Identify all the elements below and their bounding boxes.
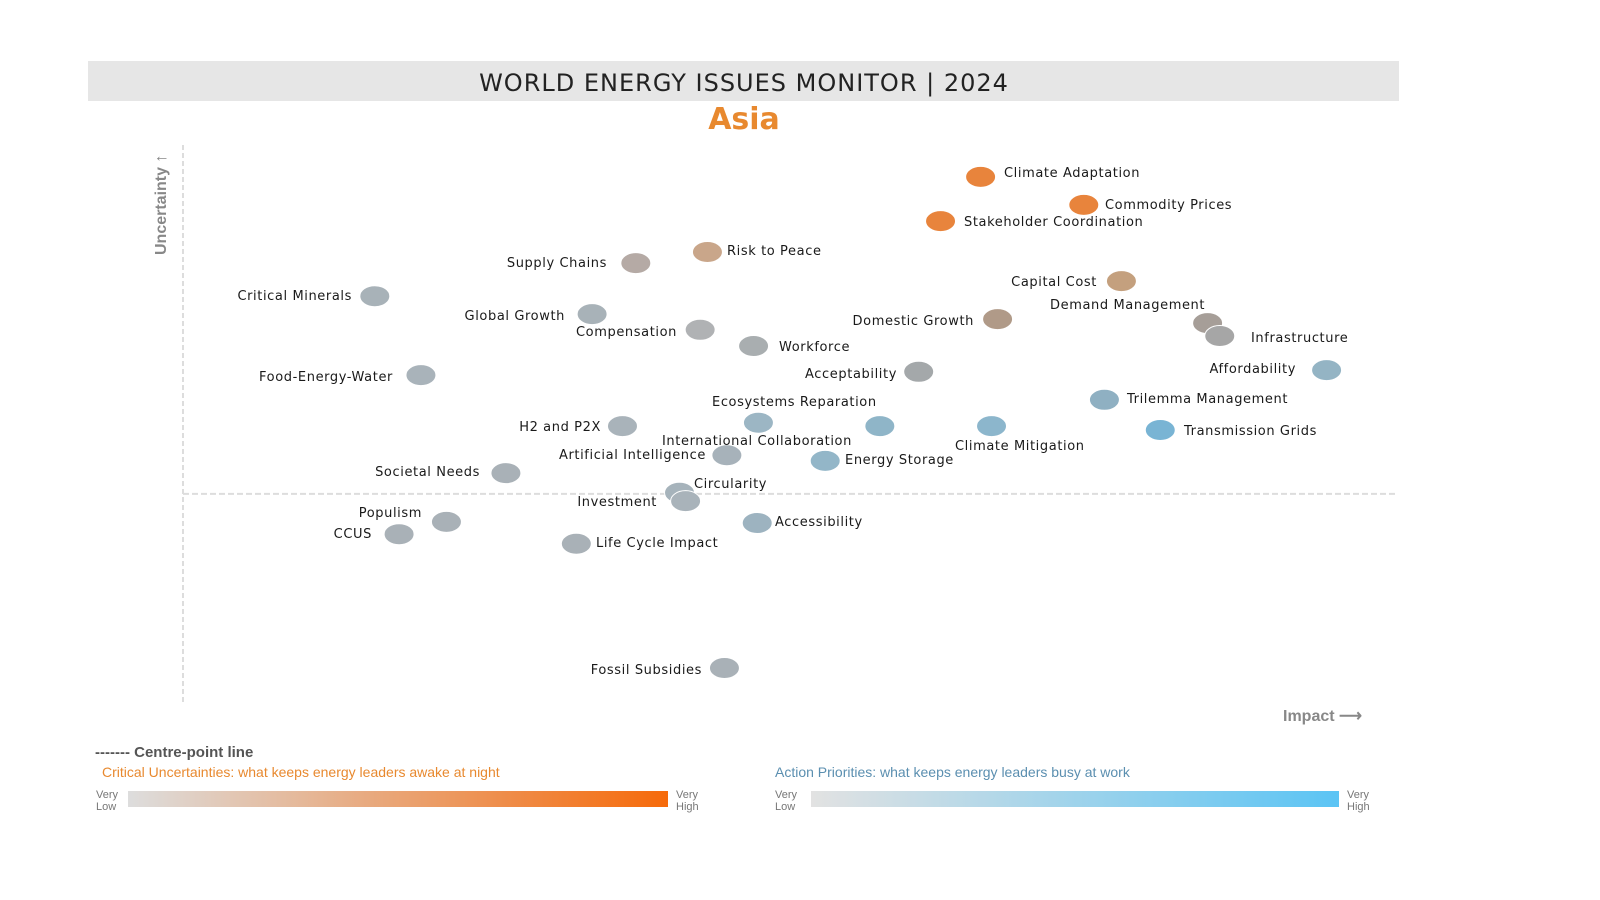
- point-compensation: [684, 318, 716, 341]
- label-life-cycle-impact: Life Cycle Impact: [596, 536, 718, 551]
- point-climate-mitigation: [976, 415, 1008, 438]
- label-compensation: Compensation: [576, 325, 677, 340]
- point-societal-needs: [490, 462, 522, 485]
- point-accessibility: [741, 512, 773, 534]
- label-global-growth: Global Growth: [465, 309, 565, 324]
- label-international-collaboration: International Collaboration: [662, 434, 852, 449]
- label-acceptability: Acceptability: [805, 367, 897, 382]
- label-stakeholder-coordination: Stakeholder Coordination: [964, 215, 1143, 230]
- point-climate-adaptation: [965, 165, 997, 188]
- priority-low-1: Very: [775, 789, 798, 801]
- y-axis-label: Uncertainty ↑: [153, 155, 170, 255]
- x-axis-label: Impact ⟶: [1283, 708, 1362, 725]
- label-affordability: Affordability: [1209, 362, 1296, 377]
- priority-high-2: High: [1347, 801, 1370, 813]
- label-domestic-growth: Domestic Growth: [853, 314, 974, 329]
- label-risk-to-peace: Risk to Peace: [727, 244, 822, 259]
- label-artificial-intelligence: Artificial Intelligence: [559, 448, 706, 463]
- uncertainties-legend-title: Critical Uncertainties: what keeps energ…: [102, 764, 500, 780]
- region-subtitle: Asia: [708, 102, 780, 137]
- uncertainty-gradient-bar: [128, 791, 668, 807]
- title-band: [88, 61, 1399, 101]
- label-trilemma-management: Trilemma Management: [1126, 392, 1288, 407]
- label-climate-mitigation: Climate Mitigation: [955, 439, 1085, 454]
- label-climate-adaptation: Climate Adaptation: [1004, 166, 1140, 181]
- label-food-energy-water: Food-Energy-Water: [259, 370, 393, 385]
- label-capital-cost: Capital Cost: [1011, 275, 1097, 290]
- label-workforce: Workforce: [779, 340, 850, 355]
- point-risk-to-peace: [691, 240, 723, 263]
- point-ecosystems-reparation: [742, 411, 774, 434]
- uncertainty-high-2: High: [676, 801, 699, 813]
- priority-low-2: Low: [775, 801, 795, 813]
- point-food-energy-water: [405, 364, 437, 387]
- centre-line-legend: ------- Centre-point line: [95, 744, 253, 761]
- point-global-growth: [576, 303, 608, 326]
- point-transmission-grids: [1144, 419, 1176, 442]
- uncertainty-high-1: Very: [676, 789, 699, 801]
- uncertainty-low-1: Very: [96, 789, 119, 801]
- point-infrastructure: [1204, 324, 1236, 347]
- label-commodity-prices: Commodity Prices: [1105, 198, 1232, 213]
- point-energy-storage: [809, 449, 841, 472]
- point-fossil-subsidies: [708, 657, 740, 680]
- priority-gradient-bar: [811, 791, 1339, 807]
- chart-title: WORLD ENERGY ISSUES MONITOR | 2024: [479, 69, 1009, 97]
- point-affordability: [1311, 359, 1343, 382]
- label-societal-needs: Societal Needs: [375, 465, 480, 480]
- priorities-legend-title: Action Priorities: what keeps energy lea…: [775, 764, 1131, 780]
- label-fossil-subsidies: Fossil Subsidies: [591, 663, 702, 678]
- label-ecosystems-reparation: Ecosystems Reparation: [712, 395, 877, 410]
- point-international-collaboration: [864, 415, 896, 438]
- point-domestic-growth: [982, 308, 1014, 331]
- label-critical-minerals: Critical Minerals: [237, 289, 352, 304]
- point-commodity-prices: [1068, 193, 1100, 216]
- point-workforce: [738, 335, 770, 358]
- label-energy-storage: Energy Storage: [845, 453, 954, 468]
- label-demand-management: Demand Management: [1050, 298, 1205, 313]
- label-accessibility: Accessibility: [775, 515, 863, 530]
- point-life-cycle-impact: [560, 532, 592, 555]
- point-acceptability: [903, 360, 935, 383]
- point-ccus: [383, 523, 415, 546]
- point-stakeholder-coordination: [925, 210, 957, 233]
- label-supply-chains: Supply Chains: [507, 256, 607, 271]
- point-supply-chains: [620, 252, 652, 275]
- label-investment: Investment: [577, 495, 657, 510]
- point-populism: [430, 510, 462, 533]
- label-transmission-grids: Transmission Grids: [1183, 424, 1317, 439]
- points-layer: Climate Adaptation Commodity Prices Stakeh…: [237, 165, 1348, 680]
- point-trilemma-management: [1088, 388, 1120, 411]
- label-circularity: Circularity: [694, 477, 767, 492]
- label-h2-and-p2x: H2 and P2X: [519, 420, 601, 435]
- point-h2-and-p2x: [606, 415, 638, 438]
- label-ccus: CCUS: [334, 527, 372, 542]
- point-critical-minerals: [359, 285, 391, 308]
- point-investment: [670, 490, 702, 513]
- label-populism: Populism: [359, 506, 422, 521]
- point-artificial-intelligence: [711, 444, 743, 467]
- point-capital-cost: [1105, 270, 1137, 293]
- priority-high-1: Very: [1347, 789, 1370, 801]
- label-infrastructure: Infrastructure: [1251, 331, 1348, 346]
- uncertainty-low-2: Low: [96, 801, 116, 813]
